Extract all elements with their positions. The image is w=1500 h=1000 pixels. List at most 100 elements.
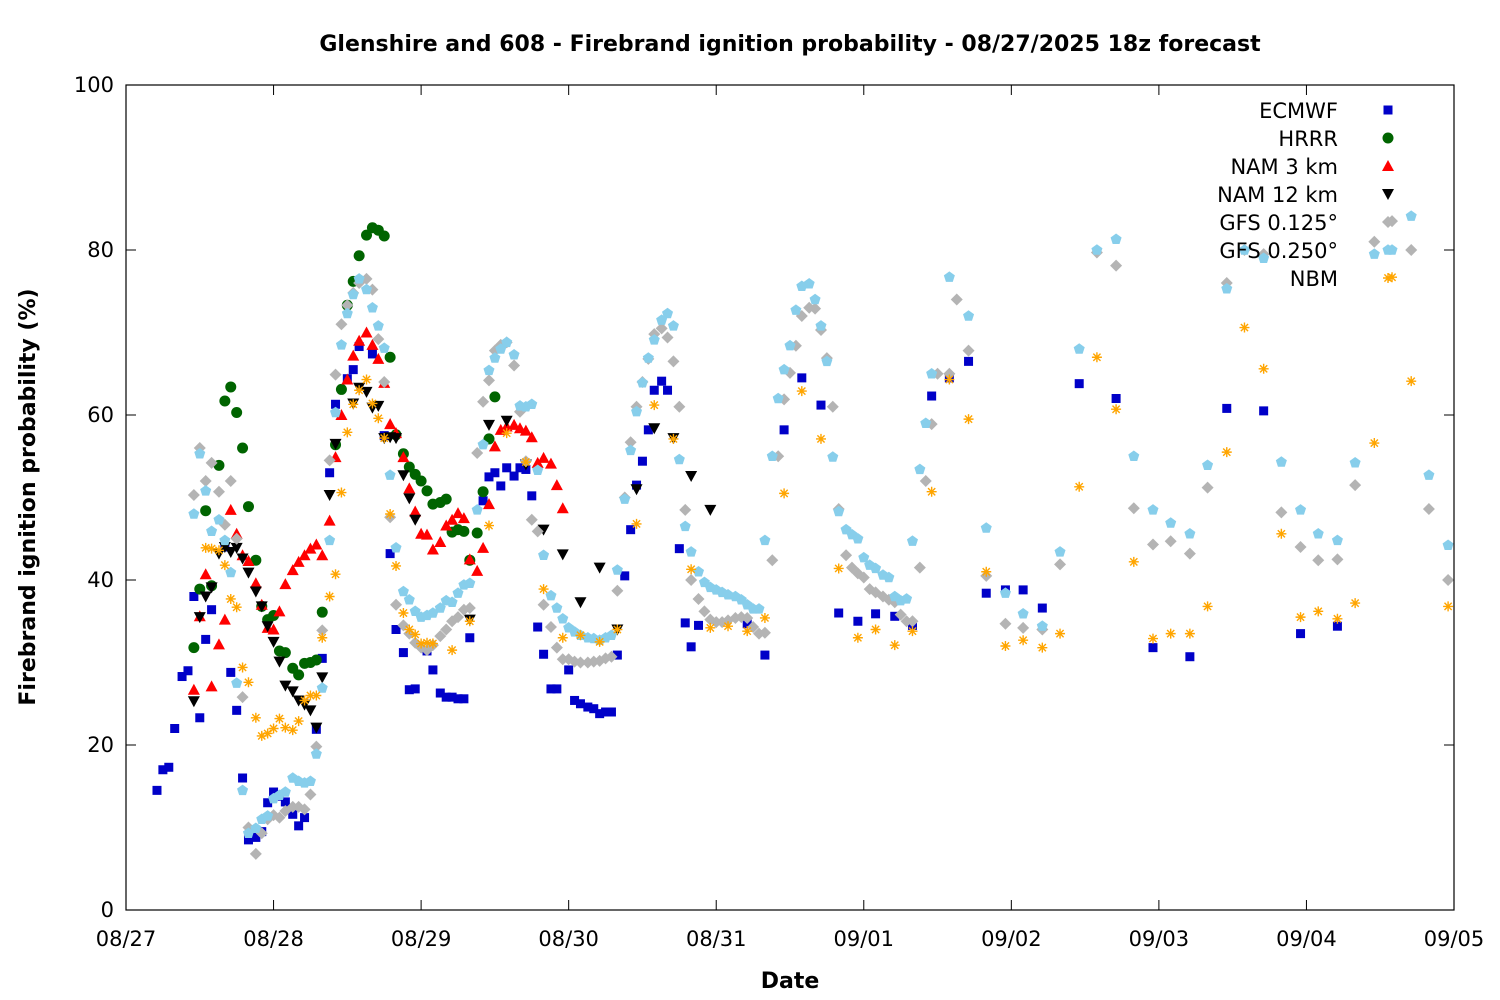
data-point xyxy=(225,566,237,578)
data-point xyxy=(589,704,599,714)
x-axis-label: Date xyxy=(761,969,820,994)
data-point xyxy=(324,534,336,546)
data-point xyxy=(426,543,439,555)
legend: ECMWF HRRR NAM 3 km NAM 12 km GFS 0.125° GFS … xyxy=(1217,99,1394,291)
data-point xyxy=(187,696,200,708)
data-point xyxy=(316,672,329,684)
data-point xyxy=(206,543,217,554)
data-point xyxy=(316,606,328,618)
data-point xyxy=(158,765,168,775)
legend-marker xyxy=(1383,273,1393,283)
data-point xyxy=(870,624,881,635)
data-point xyxy=(347,288,359,300)
data-point xyxy=(242,501,254,513)
data-point xyxy=(1201,481,1214,494)
x-tick-label: 08/28 xyxy=(243,927,304,951)
data-point xyxy=(1165,517,1177,528)
plot-frame xyxy=(125,84,1455,911)
legend-label: NAM 12 km xyxy=(1217,183,1338,207)
data-point xyxy=(205,456,218,469)
legend-label: HRRR xyxy=(1278,127,1338,151)
data-point xyxy=(310,748,322,759)
data-point xyxy=(200,542,211,553)
data-point xyxy=(447,645,458,656)
data-point xyxy=(537,451,550,463)
data-point xyxy=(298,549,311,561)
data-point xyxy=(267,636,280,648)
data-point xyxy=(648,423,661,435)
data-point xyxy=(509,471,519,481)
data-point xyxy=(870,562,882,574)
data-point xyxy=(620,571,630,581)
data-point xyxy=(927,391,937,401)
data-point xyxy=(323,514,336,526)
data-point xyxy=(249,586,262,598)
data-point xyxy=(440,493,452,505)
data-point xyxy=(360,272,373,285)
data-point xyxy=(249,577,262,589)
data-point xyxy=(827,451,839,462)
data-point xyxy=(488,440,501,452)
data-point xyxy=(219,534,231,546)
data-point xyxy=(1184,528,1196,539)
data-point xyxy=(378,376,391,388)
data-point xyxy=(384,351,396,363)
data-point xyxy=(323,490,336,502)
data-point xyxy=(446,513,459,525)
data-point xyxy=(525,431,538,443)
data-point xyxy=(286,564,299,576)
data-point xyxy=(625,444,637,456)
data-point xyxy=(500,415,513,427)
data-point xyxy=(557,612,569,624)
data-point xyxy=(242,567,255,579)
data-point xyxy=(1018,635,1029,646)
data-point xyxy=(693,565,705,577)
data-point xyxy=(501,428,512,439)
data-point xyxy=(1036,620,1048,631)
data-point xyxy=(1017,608,1029,619)
data-point xyxy=(570,695,580,705)
data-point xyxy=(901,593,913,604)
data-point xyxy=(390,542,402,553)
data-point xyxy=(1185,652,1195,662)
data-point xyxy=(341,299,354,312)
data-point xyxy=(906,615,919,628)
data-point xyxy=(183,666,193,676)
data-point xyxy=(379,433,390,444)
x-tick-label: 08/27 xyxy=(96,927,157,951)
data-point xyxy=(981,566,992,577)
data-point xyxy=(920,417,932,428)
data-point xyxy=(544,457,557,469)
data-point xyxy=(255,827,268,840)
legend-marker xyxy=(1383,105,1393,115)
data-point xyxy=(913,561,926,574)
data-point xyxy=(310,722,323,734)
data-point xyxy=(556,549,569,561)
data-point xyxy=(483,364,495,376)
data-point xyxy=(611,564,623,575)
data-point xyxy=(421,485,433,497)
data-point xyxy=(552,684,562,694)
data-point xyxy=(643,425,653,435)
data-point xyxy=(311,690,322,701)
legend-marker xyxy=(1382,244,1394,255)
data-point xyxy=(434,536,447,548)
data-point xyxy=(502,463,512,473)
data-point xyxy=(760,650,770,660)
data-point xyxy=(238,773,248,783)
data-point xyxy=(1128,450,1140,461)
data-point xyxy=(471,504,483,515)
data-point xyxy=(427,638,438,649)
data-point xyxy=(213,545,224,556)
x-tick-label: 09/01 xyxy=(834,927,895,951)
data-point xyxy=(242,555,255,567)
data-point xyxy=(546,684,556,694)
legend-marker xyxy=(1382,189,1394,200)
legend-marker xyxy=(1382,160,1394,171)
data-point xyxy=(685,546,697,557)
data-point xyxy=(1369,438,1380,449)
data-point xyxy=(305,690,316,701)
x-tick-label: 08/29 xyxy=(391,927,452,951)
data-point xyxy=(494,423,507,435)
data-point xyxy=(341,307,353,319)
